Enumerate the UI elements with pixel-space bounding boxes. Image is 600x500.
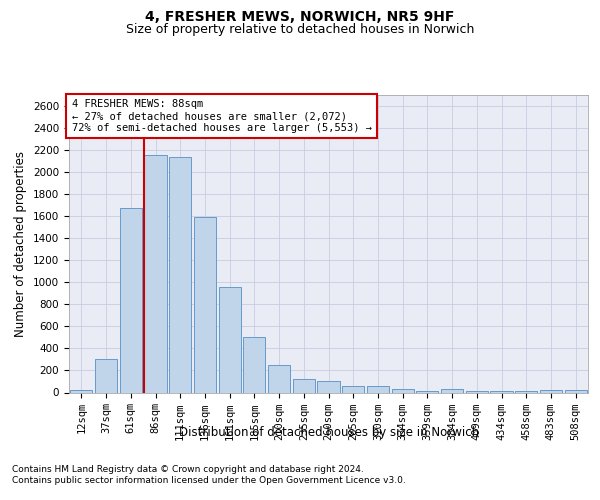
Bar [540,390,562,392]
Bar [145,154,167,392]
Bar [119,208,142,392]
Bar [416,391,439,392]
Bar [441,389,463,392]
Text: Size of property relative to detached houses in Norwich: Size of property relative to detached ho… [126,22,474,36]
Bar [194,218,216,392]
Bar [342,386,364,392]
Bar [317,382,340,392]
Text: Distribution of detached houses by size in Norwich: Distribution of detached houses by size … [179,426,479,439]
Y-axis label: Number of detached properties: Number of detached properties [14,151,28,337]
Text: Contains public sector information licensed under the Open Government Licence v3: Contains public sector information licen… [12,476,406,485]
Text: 4 FRESHER MEWS: 88sqm
← 27% of detached houses are smaller (2,072)
72% of semi-d: 4 FRESHER MEWS: 88sqm ← 27% of detached … [71,100,371,132]
Bar [169,156,191,392]
Bar [243,338,265,392]
Bar [392,388,414,392]
Bar [218,286,241,393]
Bar [70,390,92,392]
Text: 4, FRESHER MEWS, NORWICH, NR5 9HF: 4, FRESHER MEWS, NORWICH, NR5 9HF [145,10,455,24]
Bar [268,365,290,392]
Bar [466,391,488,392]
Text: Contains HM Land Registry data © Crown copyright and database right 2024.: Contains HM Land Registry data © Crown c… [12,465,364,474]
Bar [95,360,117,392]
Bar [293,380,315,392]
Bar [367,386,389,392]
Bar [490,391,512,392]
Bar [565,390,587,392]
